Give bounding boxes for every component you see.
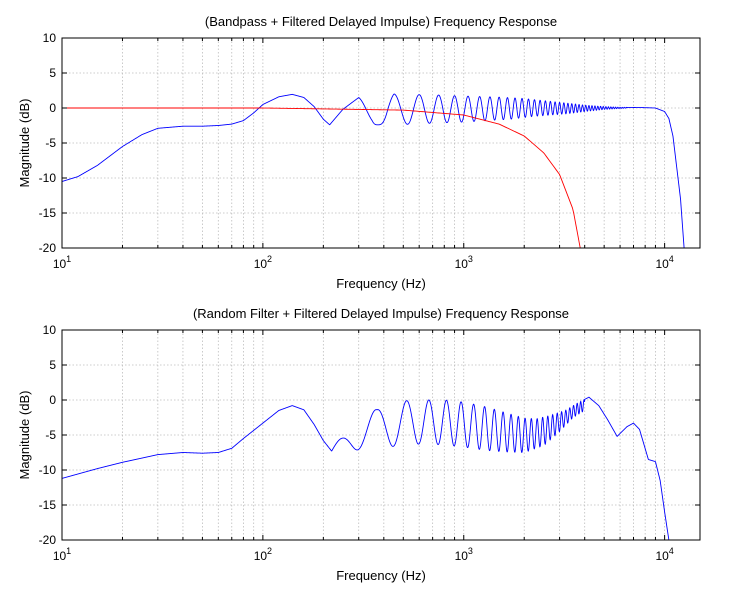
y-tick-label: -10: [39, 463, 57, 477]
x-tick-exponent: 4: [669, 546, 674, 556]
x-tick-exponent: 2: [267, 254, 272, 264]
x-tick-label: 102: [254, 254, 272, 271]
x-tick-base: 10: [53, 549, 67, 563]
y-tick-label: -10: [39, 171, 57, 185]
x-tick-label: 104: [655, 546, 673, 563]
x-tick-base: 10: [655, 257, 669, 271]
x-tick-base: 10: [254, 549, 268, 563]
x-tick-label: 102: [254, 546, 272, 563]
y-axis-label: Magnitude (dB): [17, 391, 32, 480]
x-axis-label: Frequency (Hz): [336, 276, 426, 291]
x-tick-label: 101: [53, 546, 71, 563]
x-tick-base: 10: [254, 257, 268, 271]
x-axis-label: Frequency (Hz): [336, 568, 426, 583]
y-tick-label: -5: [45, 428, 56, 442]
series-line-1: [62, 93, 685, 248]
x-tick-exponent: 2: [267, 546, 272, 556]
y-axis-label: Magnitude (dB): [17, 99, 32, 188]
y-tick-label: -15: [39, 498, 57, 512]
y-tick-label: -5: [45, 136, 56, 150]
x-tick-label: 104: [655, 254, 673, 271]
y-tick-label: 0: [49, 393, 56, 407]
chart-title: (Random Filter + Filtered Delayed Impuls…: [193, 306, 569, 321]
x-tick-base: 10: [53, 257, 67, 271]
y-tick-label: 10: [43, 323, 57, 337]
chart-title: (Bandpass + Filtered Delayed Impulse) Fr…: [205, 14, 557, 29]
y-tick-label: 5: [49, 66, 56, 80]
x-tick-exponent: 1: [66, 254, 71, 264]
x-tick-base: 10: [655, 549, 669, 563]
y-tick-label: -15: [39, 206, 57, 220]
x-tick-base: 10: [455, 257, 469, 271]
y-tick-label: -20: [39, 241, 57, 255]
grid: [62, 38, 700, 248]
y-tick-label: 0: [49, 101, 56, 115]
x-tick-label: 103: [455, 254, 473, 271]
x-tick-exponent: 4: [669, 254, 674, 264]
y-tick-label: -20: [39, 533, 57, 547]
x-tick-exponent: 3: [468, 546, 473, 556]
x-tick-label: 103: [455, 546, 473, 563]
x-tick-exponent: 3: [468, 254, 473, 264]
x-tick-base: 10: [455, 549, 469, 563]
series-line-2: [62, 107, 581, 248]
grid: [62, 330, 700, 540]
y-tick-label: 5: [49, 358, 56, 372]
series-line-1: [62, 396, 673, 540]
x-tick-exponent: 1: [66, 546, 71, 556]
x-tick-label: 101: [53, 254, 71, 271]
y-tick-label: 10: [43, 31, 57, 45]
